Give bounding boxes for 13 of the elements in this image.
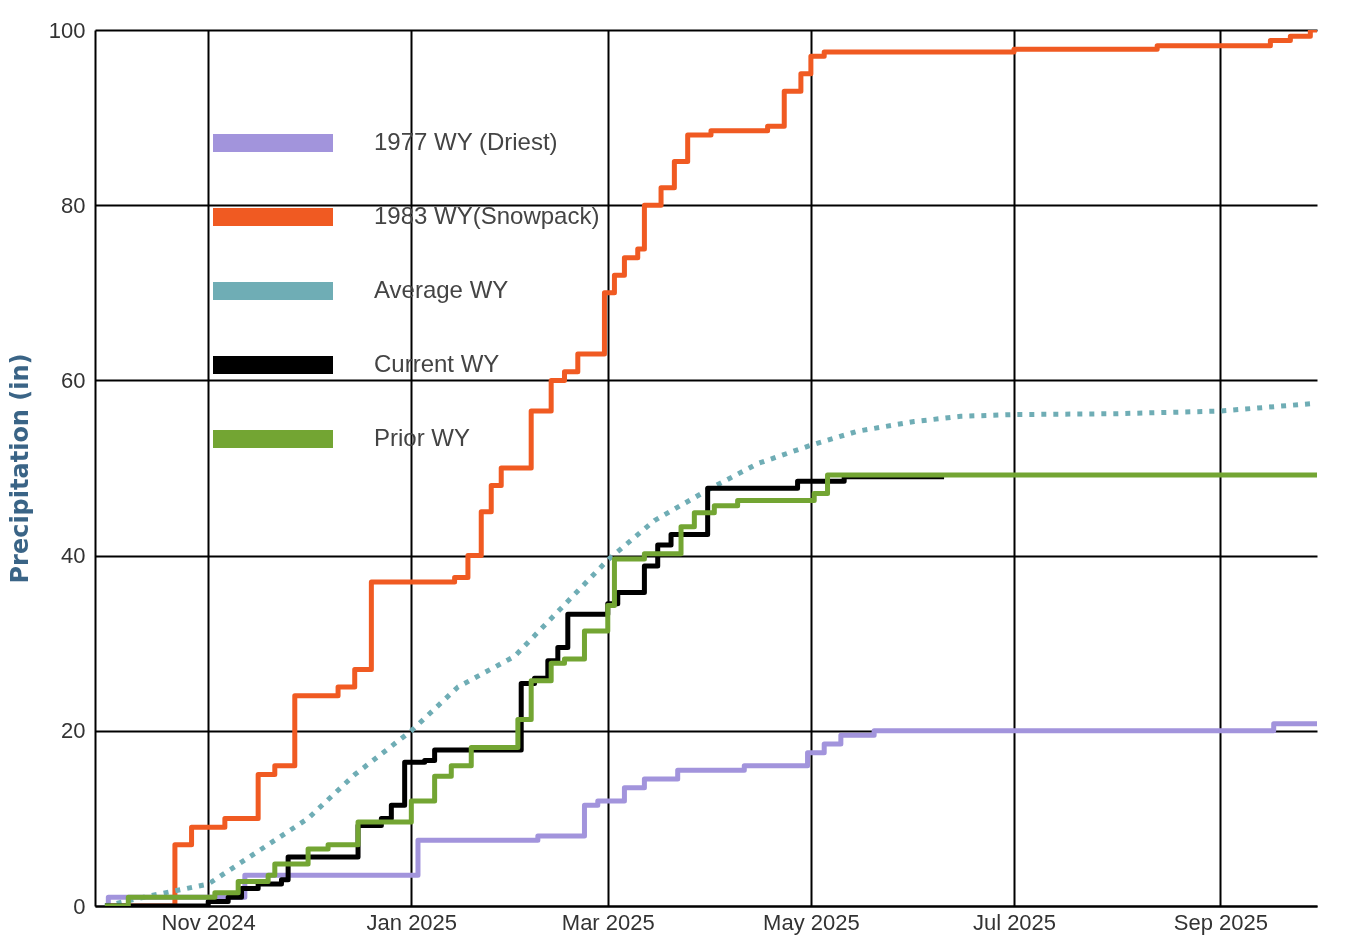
x-tick-label: Jan 2025 (366, 909, 458, 935)
x-tick-label: Nov 2024 (161, 909, 256, 935)
y-tick-label: 20 (61, 718, 86, 744)
x-tick-label: Mar 2025 (561, 909, 655, 935)
y-tick-label: 80 (61, 192, 86, 218)
y-tick-label: 40 (61, 543, 86, 569)
y-tick-label: 60 (61, 367, 86, 393)
y-axis-title: Precipitation (in) (5, 353, 34, 584)
y-tick-label: 100 (48, 17, 86, 43)
y-tick-label: 0 (73, 893, 86, 919)
x-tick-label: May 2025 (763, 909, 860, 935)
x-tick-label: Sep 2025 (1173, 909, 1269, 935)
x-tick-label: Jul 2025 (972, 909, 1057, 935)
